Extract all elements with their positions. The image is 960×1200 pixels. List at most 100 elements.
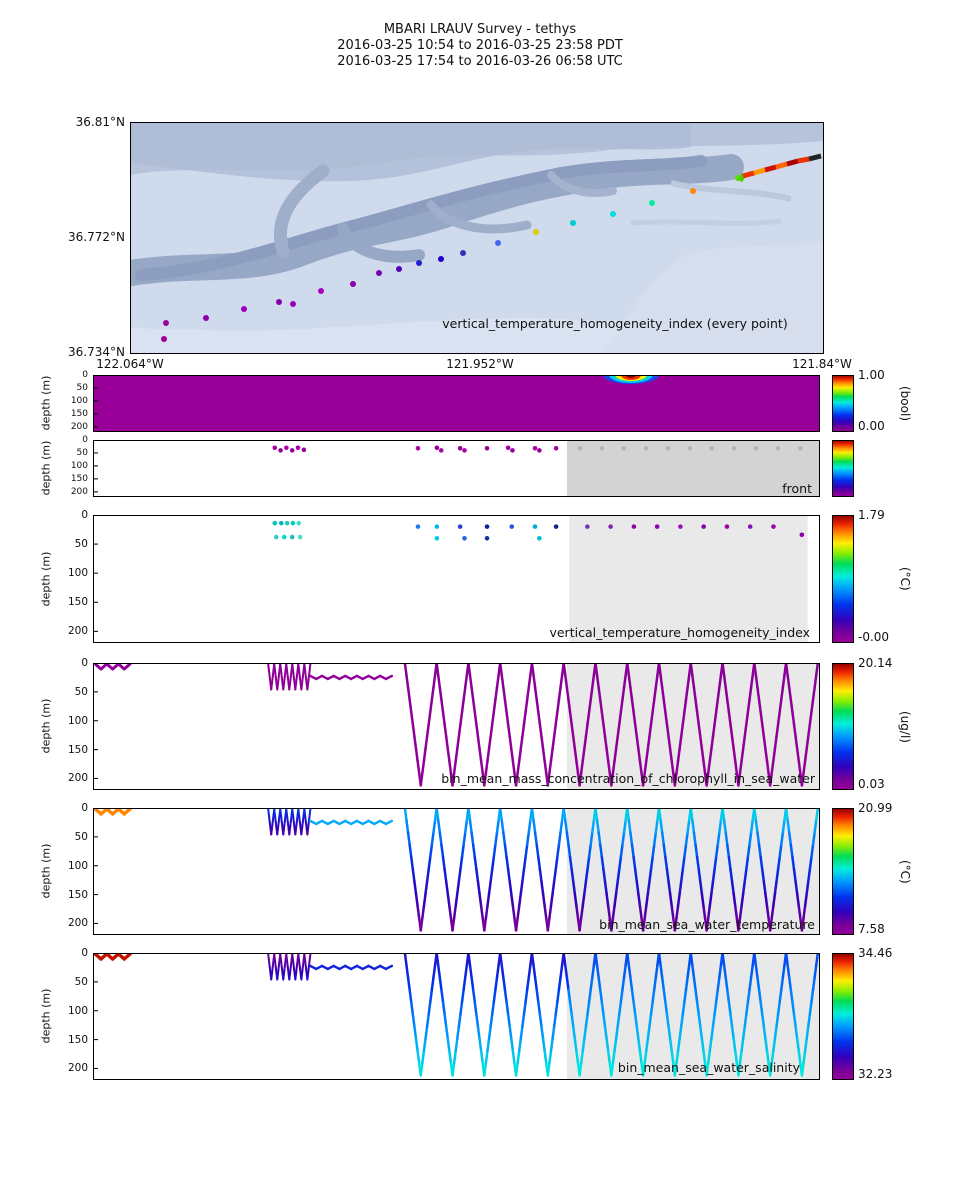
- profile-segment: [603, 1025, 608, 1040]
- profile-segment: [432, 963, 437, 979]
- profile-segment: [594, 953, 599, 967]
- profile-segment: [595, 818, 600, 834]
- profile-segment: [662, 843, 667, 859]
- colorbar-gradient: [832, 440, 854, 497]
- profile-segment: [730, 880, 735, 895]
- vthi-panel-label: vertical_temperature_homogeneity_index: [549, 625, 810, 640]
- profile-segment: [649, 855, 654, 871]
- profile-segment: [749, 818, 754, 834]
- profile-segment: [403, 808, 408, 822]
- profile-segment: [760, 1012, 766, 1028]
- profile-segment: [494, 976, 499, 991]
- profile-segment: [786, 673, 791, 689]
- profile-segment: [575, 759, 580, 775]
- profile-segment: [706, 759, 712, 775]
- profile-segment: [448, 1049, 453, 1065]
- profile-segment: [727, 1000, 732, 1016]
- profile-segment: [510, 892, 515, 908]
- profile-segment: [708, 747, 713, 763]
- profile-segment: [613, 747, 618, 763]
- profile-segment: [792, 722, 797, 738]
- profile-segment: [787, 831, 793, 846]
- profile-segment: [490, 710, 496, 726]
- profile-segment: [459, 710, 464, 726]
- profile-segment: [567, 698, 572, 714]
- profile-segment: [710, 1025, 715, 1040]
- profile-segment: [795, 892, 801, 908]
- profile-segment: [452, 904, 457, 920]
- bool-colorbar-max: 1.00: [858, 368, 885, 382]
- profile-segment: [729, 867, 734, 883]
- profile-segment: [471, 988, 477, 1004]
- profile-segment: [443, 867, 448, 883]
- profile-segment: [384, 674, 394, 681]
- profile-segment: [760, 867, 766, 883]
- colorbar-frame: [832, 953, 854, 1080]
- profile-segment: [764, 747, 769, 763]
- chlorophyll-panel-label: bin_mean_mass_concentration_of_chlorophy…: [441, 771, 815, 786]
- profile-segment: [700, 1037, 705, 1053]
- data-dot: [577, 445, 583, 451]
- profile-segment: [778, 988, 783, 1004]
- profile-segment: [538, 867, 543, 883]
- profile-segment: [490, 1000, 496, 1016]
- temperature-colorbar-unit-text: (°C): [898, 859, 912, 884]
- ytick-label: 200: [70, 486, 88, 497]
- data-dot: [775, 445, 781, 451]
- profile-segment: [454, 747, 459, 763]
- profile-segment: [425, 1012, 430, 1028]
- profile-segment: [502, 976, 507, 991]
- profile-segment: [621, 831, 626, 846]
- profile-segment: [659, 818, 664, 834]
- profile-segment: [681, 855, 686, 871]
- profile-segment: [451, 916, 456, 932]
- data-dot: [631, 524, 637, 529]
- salinity-panel-label: bin_mean_sea_water_salinity: [617, 1060, 800, 1075]
- profile-segment: [606, 759, 612, 775]
- data-dot: [724, 524, 730, 529]
- profile-segment: [772, 892, 777, 908]
- profile-segment: [403, 953, 408, 967]
- profile-segment: [552, 867, 558, 883]
- profile-segment: [584, 722, 589, 738]
- profile-segment: [780, 831, 785, 846]
- profile-segment: [708, 1037, 713, 1053]
- track-segment: [786, 158, 799, 167]
- profile-segment: [543, 1049, 548, 1065]
- profile-segment: [667, 880, 672, 895]
- profile-segment: [662, 988, 667, 1004]
- profile-segment: [436, 673, 442, 689]
- profile-segment: [494, 831, 499, 846]
- profile-segment: [467, 663, 472, 677]
- profile-segment: [679, 722, 685, 738]
- profile-segment: [673, 1061, 678, 1077]
- profile-segment: [803, 892, 808, 908]
- profile-segment: [694, 698, 699, 714]
- profile-segment: [438, 686, 443, 701]
- profile-segment: [535, 698, 540, 714]
- profile-segment: [679, 867, 685, 883]
- survey-map: [130, 122, 824, 354]
- profile-segment: [807, 722, 812, 738]
- ylabel-bool: depth (m): [39, 375, 53, 431]
- profile-segment: [595, 963, 600, 979]
- profile-segment: [630, 843, 635, 859]
- colorbar-frame: [832, 375, 854, 432]
- profile-segment: [519, 1025, 524, 1040]
- profile-segment: [675, 904, 680, 920]
- profile-segment: [625, 953, 631, 967]
- profile-segment: [673, 771, 678, 787]
- profile-segment: [421, 759, 426, 775]
- profile-segment: [748, 831, 753, 846]
- profile-segment: [676, 747, 681, 763]
- profile-segment: [556, 698, 561, 714]
- profile-segment: [530, 808, 535, 822]
- profile-segment: [413, 880, 418, 895]
- data-dot: [731, 445, 737, 451]
- track-segment: [797, 156, 810, 164]
- profile-segment: [522, 855, 527, 871]
- ytick-label: 50: [74, 830, 88, 843]
- profile-segment: [486, 747, 491, 763]
- data-dot: [621, 445, 627, 451]
- profile-segment: [805, 1025, 810, 1040]
